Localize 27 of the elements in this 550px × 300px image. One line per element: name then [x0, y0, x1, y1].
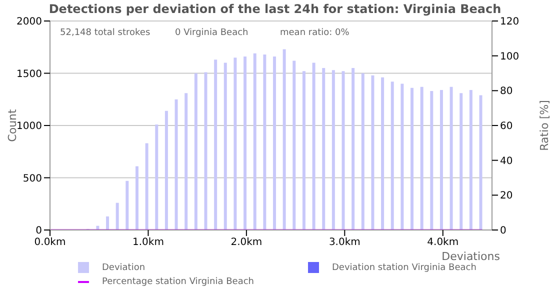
- y2-tick-label: 60: [500, 121, 513, 132]
- chart-title: Detections per deviation of the last 24h for station: Virginia Beach: [48, 2, 502, 16]
- annotation: 0 Virginia Beach: [175, 28, 248, 38]
- legend-label: Deviation station Virginia Beach: [332, 262, 476, 272]
- y-tick-label: 1500: [16, 68, 42, 80]
- legend-label: Percentage station Virginia Beach: [102, 277, 254, 287]
- y-tick-label: 0: [36, 226, 42, 237]
- x-tick-label: 2.0km: [230, 237, 262, 248]
- y-tick-label: 2000: [16, 16, 42, 28]
- x-tick-label: 0.0km: [34, 237, 66, 248]
- y2-tick-label: 80: [500, 86, 513, 98]
- x-tick-label: 3.0km: [328, 237, 360, 248]
- annotation: mean ratio: 0%: [280, 28, 350, 38]
- y2-tick-label: 120: [500, 16, 520, 28]
- y-tick-label: 500: [22, 173, 42, 184]
- y-axis-title: Count: [6, 108, 19, 142]
- y2-tick-label: 100: [500, 51, 520, 62]
- legend-label: Deviation: [102, 262, 146, 272]
- annotation: 52,148 total strokes: [60, 28, 150, 38]
- y2-tick-label: 20: [500, 190, 513, 202]
- y2-tick-label: 0: [500, 226, 506, 237]
- y2-tick-label: 40: [500, 156, 513, 167]
- y-tick-label: 1000: [16, 121, 42, 132]
- x-tick-label: 1.0km: [132, 237, 164, 248]
- x-axis-title: Deviations: [442, 250, 500, 263]
- x-tick-label: 4.0km: [427, 237, 459, 248]
- y2-axis-title: Ratio [%]: [538, 100, 550, 151]
